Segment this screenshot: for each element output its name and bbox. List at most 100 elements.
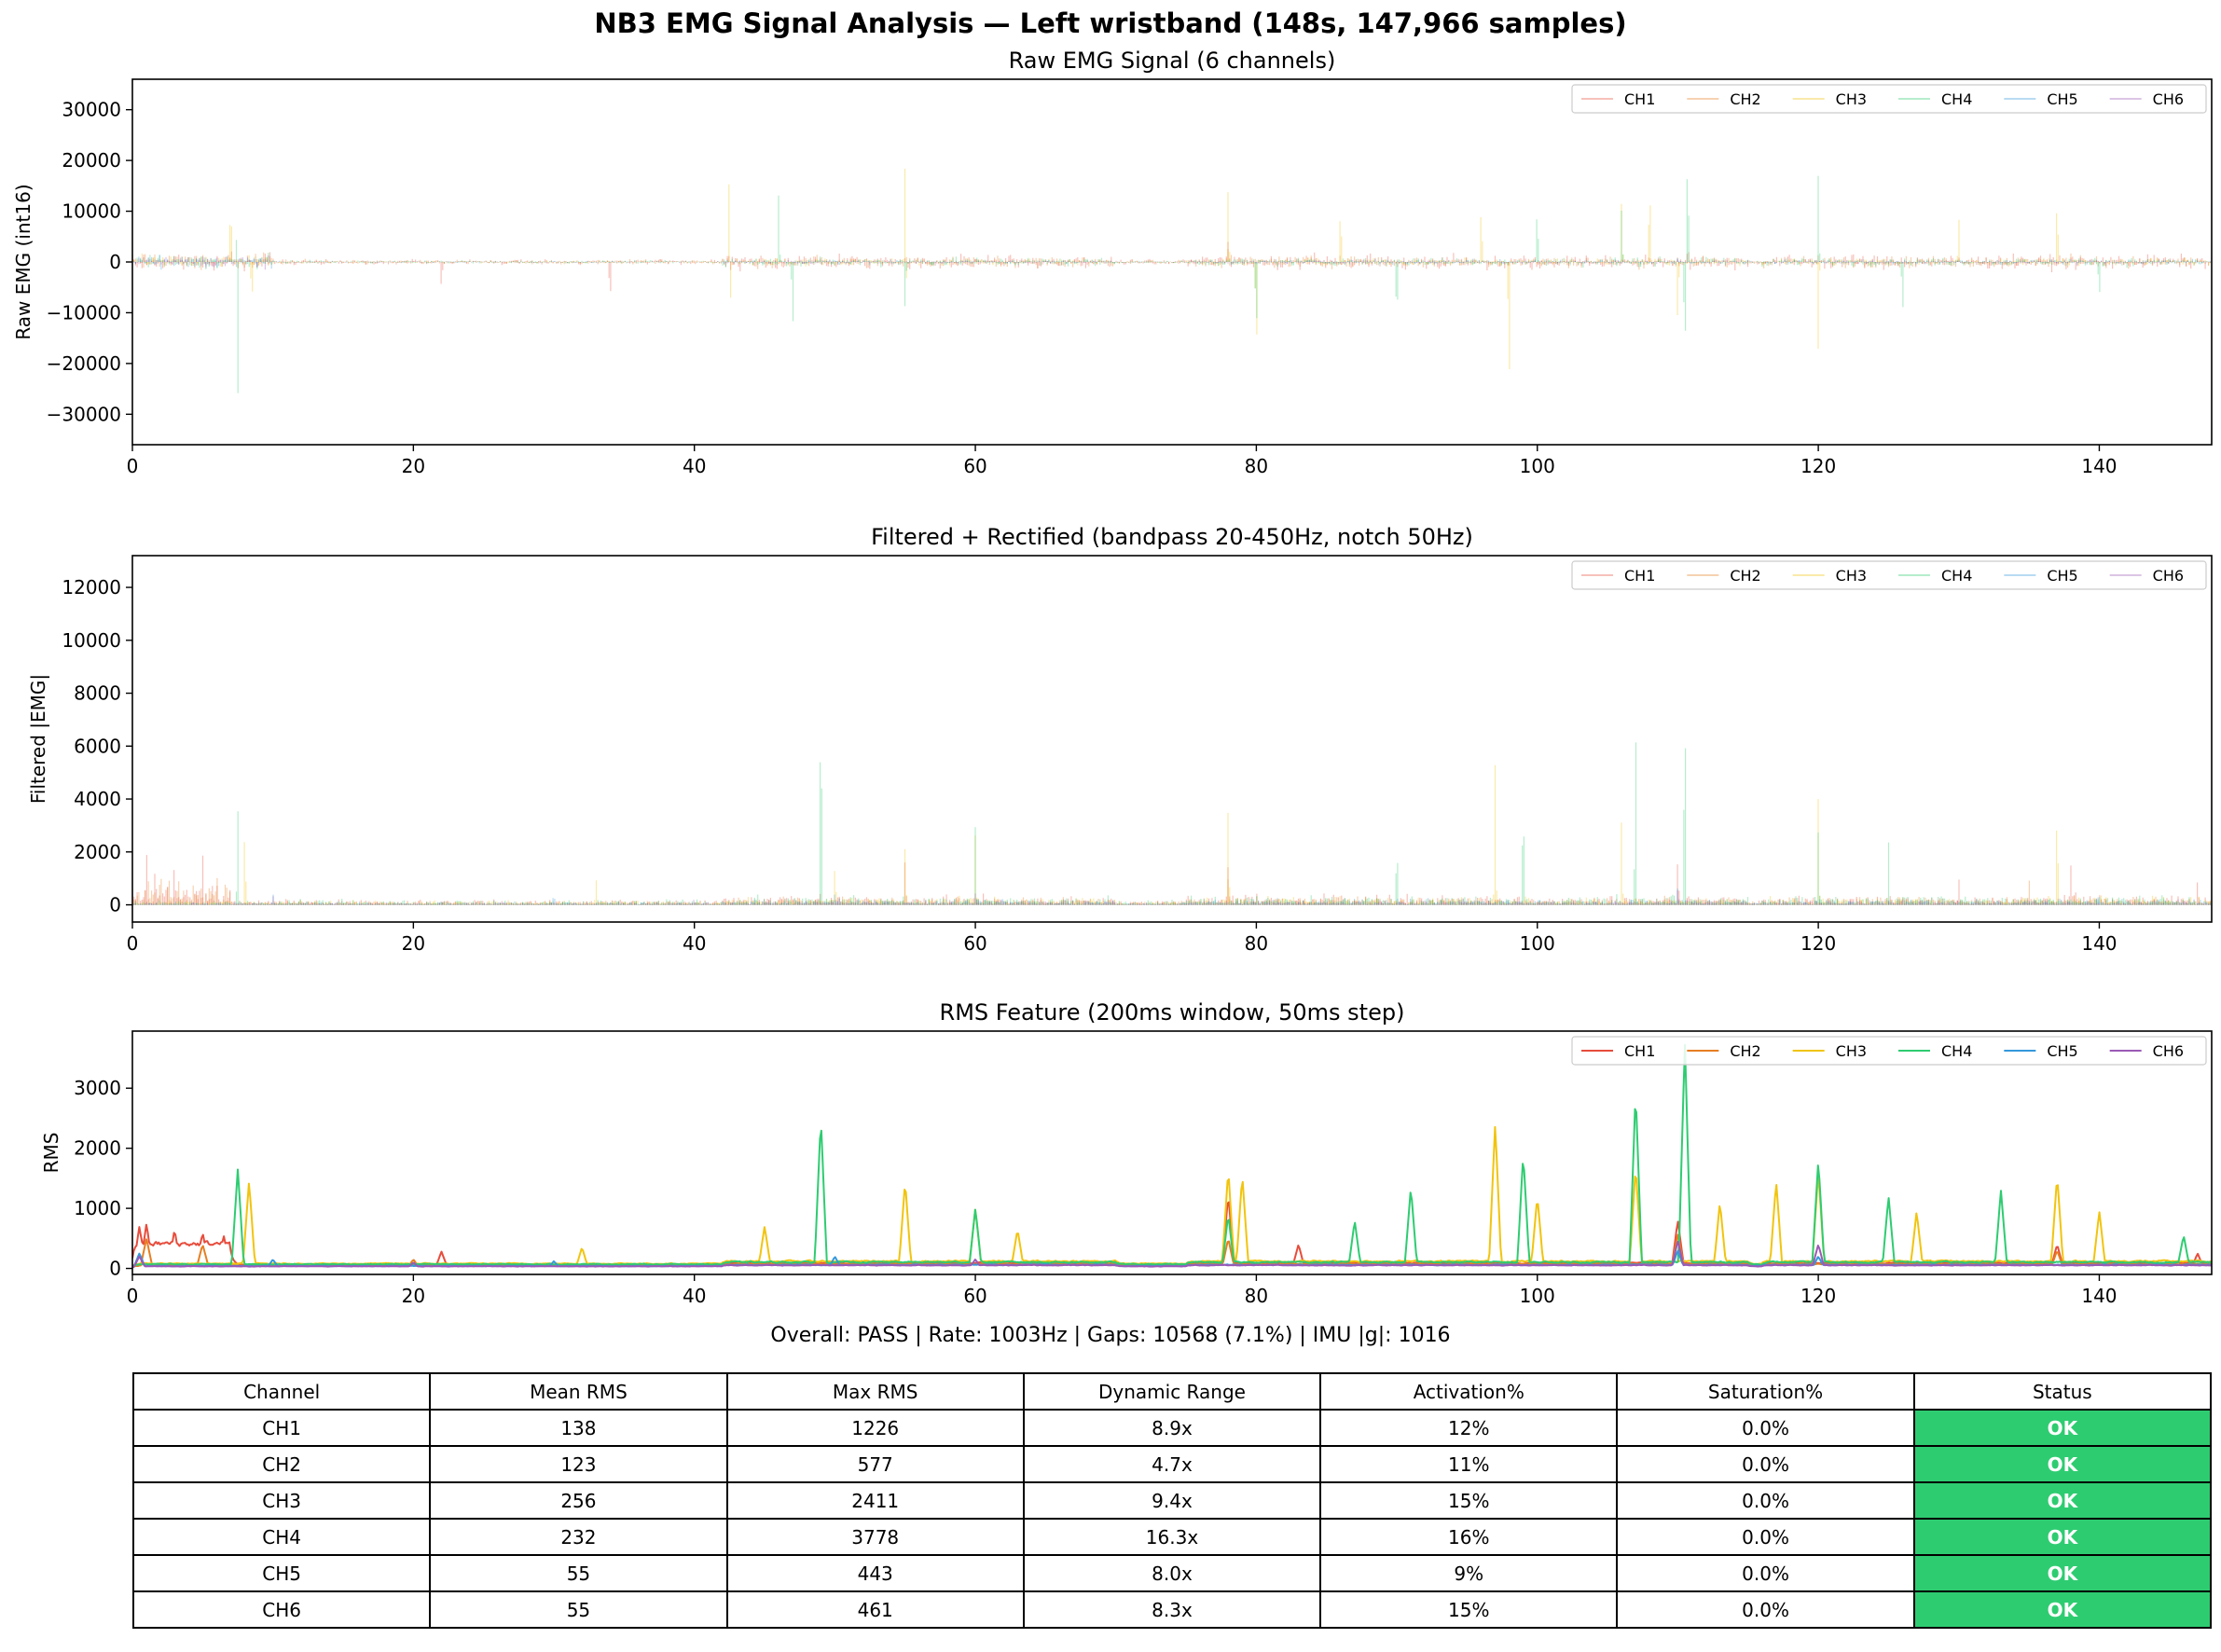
series-line-ch6 xyxy=(132,890,2212,905)
y-axis-label: Filtered |EMG| xyxy=(27,674,49,804)
y-tick-label: 4000 xyxy=(74,788,121,810)
header-mean-rms: Mean RMS xyxy=(429,1372,728,1411)
legend-box xyxy=(1571,1036,2207,1066)
series-group xyxy=(132,742,2212,905)
legend-label: CH6 xyxy=(2153,90,2184,108)
y-tick-label: −30000 xyxy=(47,403,121,425)
x-tick-label: 60 xyxy=(963,932,986,955)
x-tick-label: 40 xyxy=(683,455,706,477)
y-tick-label: 10000 xyxy=(62,200,121,223)
y-tick-label: 2000 xyxy=(74,1137,121,1160)
cell-max-rms: 3778 xyxy=(725,1518,1025,1556)
series-line-ch6 xyxy=(132,255,2212,270)
x-tick-label: 80 xyxy=(1245,932,1268,955)
x-tick-label: 20 xyxy=(402,932,425,955)
y-tick-label: 0 xyxy=(109,1258,121,1280)
cell-activation: 16% xyxy=(1319,1518,1619,1556)
x-tick-label: 140 xyxy=(2081,932,2117,955)
plot-background xyxy=(132,1031,2212,1274)
table-row: CH2 123 577 4.7x 11% 0.0% OK xyxy=(131,1445,2213,1483)
subplot-2: 0 20 40 60 80 100 120 140 0 2000 4000 6000 8000 10000… xyxy=(27,524,2213,955)
series-line-ch2 xyxy=(132,249,2212,270)
cell-dynamic-range: 8.9x xyxy=(1022,1409,1322,1447)
legend-label: CH1 xyxy=(1624,567,1655,585)
x-tick-label: 20 xyxy=(402,455,425,477)
table-header-row: Channel Mean RMS Max RMS Dynamic Range A… xyxy=(131,1372,2213,1411)
x-tick-label: 120 xyxy=(1800,455,1836,477)
legend: CH1 CH2 CH3 CH4 CH5 CH6 xyxy=(1571,1036,2207,1066)
y-tick-label: 3000 xyxy=(74,1077,121,1099)
x-tick-label: 80 xyxy=(1245,455,1268,477)
cell-max-rms: 1226 xyxy=(725,1409,1025,1447)
series-line-ch4 xyxy=(132,1043,2212,1268)
cell-mean-rms: 123 xyxy=(429,1445,728,1483)
cell-saturation: 0.0% xyxy=(1616,1590,1915,1629)
y-tick-label: 2000 xyxy=(74,841,121,863)
cell-status: OK xyxy=(1912,1409,2213,1447)
series-line-ch3 xyxy=(132,764,2212,905)
cell-max-rms: 461 xyxy=(725,1590,1025,1629)
cell-dynamic-range: 9.4x xyxy=(1022,1481,1322,1520)
y-tick-label: −20000 xyxy=(47,352,121,375)
header-channel: Channel xyxy=(131,1372,432,1411)
cell-status: OK xyxy=(1912,1445,2213,1483)
header-dynamic-range: Dynamic Range xyxy=(1022,1372,1322,1411)
legend-label: CH6 xyxy=(2153,1042,2184,1060)
y-tick-label: 10000 xyxy=(62,629,121,652)
cell-channel: CH1 xyxy=(131,1409,432,1447)
x-tick-label: 40 xyxy=(683,932,706,955)
cell-channel: CH5 xyxy=(131,1554,432,1592)
plot-frame xyxy=(131,1030,2213,1275)
legend-label: CH2 xyxy=(1730,1042,1760,1060)
cell-mean-rms: 256 xyxy=(429,1481,728,1520)
legend-box xyxy=(1571,84,2207,114)
legend-label: CH4 xyxy=(1941,567,1972,585)
cell-status: OK xyxy=(1912,1554,2213,1592)
figure-title: NB3 EMG Signal Analysis — Left wristband… xyxy=(594,7,1627,39)
x-tick-label: 40 xyxy=(683,1285,706,1307)
cell-saturation: 0.0% xyxy=(1616,1481,1915,1520)
cell-channel: CH3 xyxy=(131,1481,432,1520)
x-tick-label: 100 xyxy=(1520,455,1555,477)
legend-label: CH5 xyxy=(2047,1042,2077,1060)
legend-label: CH2 xyxy=(1730,90,1760,108)
legend-label: CH3 xyxy=(1836,567,1867,585)
cell-mean-rms: 55 xyxy=(429,1590,728,1629)
cell-dynamic-range: 16.3x xyxy=(1022,1518,1322,1556)
legend-label: CH3 xyxy=(1836,1042,1867,1060)
y-tick-label: 0 xyxy=(109,894,121,916)
subplot-3: 0 20 40 60 80 100 120 140 0 1000 2000 3000 RMS Featu… xyxy=(40,999,2213,1307)
legend-label: CH2 xyxy=(1730,567,1760,585)
x-tick-label: 80 xyxy=(1245,1285,1268,1307)
y-axis-label: RMS xyxy=(40,1133,62,1174)
series-line-ch5 xyxy=(132,888,2212,905)
subplot-title: Raw EMG Signal (6 channels) xyxy=(1009,48,1336,74)
header-activation: Activation% xyxy=(1319,1372,1619,1411)
cell-max-rms: 443 xyxy=(725,1554,1025,1592)
header-max-rms: Max RMS xyxy=(725,1372,1025,1411)
x-tick-label: 0 xyxy=(127,932,139,955)
x-tick-label: 20 xyxy=(402,1285,425,1307)
cell-saturation: 0.0% xyxy=(1616,1409,1915,1447)
legend-label: CH1 xyxy=(1624,1042,1655,1060)
cell-status: OK xyxy=(1912,1518,2213,1556)
table-row: CH1 138 1226 8.9x 12% 0.0% OK xyxy=(131,1409,2213,1447)
x-tick-label: 100 xyxy=(1520,1285,1555,1307)
cell-channel: CH2 xyxy=(131,1445,432,1483)
cell-mean-rms: 138 xyxy=(429,1409,728,1447)
legend: CH1 CH2 CH3 CH4 CH5 CH6 xyxy=(1571,84,2207,114)
subplot-1: 0 20 40 60 80 100 120 140 −30000 −20000 −10000 0 100… xyxy=(12,48,2213,477)
cell-saturation: 0.0% xyxy=(1616,1554,1915,1592)
cell-activation: 15% xyxy=(1319,1481,1619,1520)
table-row: CH3 256 2411 9.4x 15% 0.0% OK xyxy=(131,1481,2213,1520)
x-tick-label: 0 xyxy=(127,455,139,477)
cell-max-rms: 577 xyxy=(725,1445,1025,1483)
legend: CH1 CH2 CH3 CH4 CH5 CH6 xyxy=(1571,560,2207,590)
series-line-ch1 xyxy=(132,855,2212,905)
x-tick-label: 140 xyxy=(2081,1285,2117,1307)
y-tick-label: 0 xyxy=(109,251,121,273)
table-row: CH5 55 443 8.0x 9% 0.0% OK xyxy=(131,1554,2213,1592)
y-tick-label: 30000 xyxy=(62,99,121,121)
channel-stats-table: Channel Mean RMS Max RMS Dynamic Range A… xyxy=(131,1372,2213,1629)
y-axis-label: Raw EMG (int16) xyxy=(12,184,34,339)
